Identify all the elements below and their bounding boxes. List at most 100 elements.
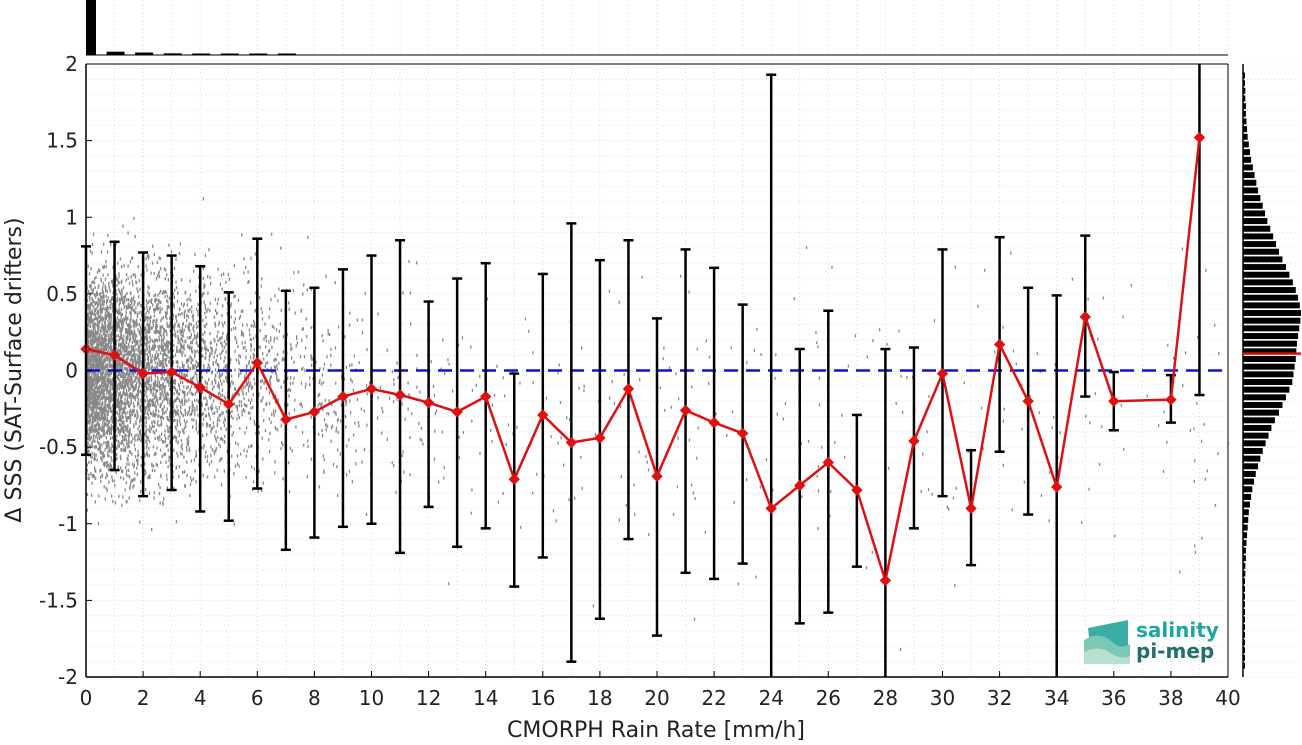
scatter-point bbox=[105, 326, 107, 330]
scatter-point bbox=[89, 307, 91, 311]
scatter-point bbox=[123, 345, 125, 349]
scatter-point bbox=[201, 401, 203, 405]
scatter-point bbox=[104, 421, 106, 426]
scatter-point bbox=[119, 418, 121, 422]
scatter-point bbox=[360, 407, 363, 411]
scatter-point bbox=[117, 261, 119, 265]
scatter-point bbox=[101, 474, 104, 478]
scatter-point bbox=[186, 303, 189, 307]
scatter-point bbox=[124, 488, 126, 492]
scatter-point bbox=[169, 397, 171, 401]
scatter-point bbox=[110, 280, 113, 284]
scatter-point bbox=[218, 364, 220, 368]
scatter-point bbox=[88, 272, 91, 276]
scatter-point bbox=[97, 323, 99, 327]
scatter-point bbox=[277, 379, 279, 383]
scatter-point bbox=[123, 319, 125, 323]
scatter-point bbox=[131, 300, 133, 304]
scatter-point bbox=[106, 377, 108, 381]
scatter-point bbox=[196, 389, 199, 393]
scatter-point bbox=[335, 429, 337, 433]
scatter-point bbox=[165, 290, 167, 295]
scatter-point bbox=[133, 443, 136, 447]
scatter-point bbox=[148, 367, 151, 371]
scatter-point bbox=[133, 379, 135, 384]
scatter-point bbox=[187, 412, 189, 416]
scatter-point bbox=[93, 312, 96, 316]
scatter-point bbox=[102, 295, 104, 299]
scatter-point bbox=[189, 329, 191, 333]
scatter-point bbox=[146, 337, 148, 341]
scatter-point bbox=[93, 409, 95, 413]
scatter-point bbox=[434, 429, 436, 433]
scatter-point bbox=[135, 334, 138, 338]
scatter-point bbox=[130, 400, 133, 405]
scatter-point bbox=[91, 358, 93, 362]
scatter-point bbox=[187, 364, 189, 368]
scatter-point bbox=[134, 370, 137, 375]
scatter-point bbox=[90, 354, 93, 359]
scatter-point bbox=[184, 309, 186, 313]
scatter-point bbox=[91, 311, 93, 315]
scatter-point bbox=[185, 386, 188, 390]
scatter-point bbox=[102, 363, 105, 367]
scatter-point bbox=[134, 455, 137, 459]
scatter-point bbox=[120, 314, 122, 319]
scatter-point bbox=[196, 405, 198, 409]
scatter-point bbox=[117, 465, 120, 469]
scatter-point bbox=[246, 382, 249, 386]
scatter-point bbox=[144, 341, 146, 346]
scatter-point bbox=[125, 392, 127, 396]
scatter-point bbox=[107, 450, 109, 454]
scatter-point bbox=[206, 432, 208, 437]
scatter-point bbox=[240, 371, 242, 375]
scatter-point bbox=[132, 297, 134, 301]
scatter-point bbox=[201, 346, 203, 350]
scatter-point bbox=[95, 295, 97, 299]
scatter-point bbox=[183, 426, 185, 430]
scatter-point bbox=[168, 381, 170, 385]
scatter-point bbox=[126, 426, 129, 431]
scatter-point bbox=[234, 349, 236, 353]
scatter-point bbox=[197, 431, 199, 435]
scatter-point bbox=[138, 376, 140, 381]
scatter-point bbox=[181, 326, 184, 330]
scatter-point bbox=[99, 300, 102, 304]
scatter-point bbox=[220, 373, 222, 378]
scatter-point bbox=[98, 327, 100, 331]
scatter-point bbox=[230, 358, 232, 362]
scatter-point bbox=[155, 366, 157, 370]
scatter-point bbox=[210, 460, 213, 464]
scatter-point bbox=[161, 325, 163, 329]
scatter-point bbox=[97, 375, 99, 379]
scatter-point bbox=[90, 382, 92, 386]
scatter-point bbox=[119, 405, 121, 409]
scatter-point bbox=[125, 273, 128, 277]
scatter-point bbox=[226, 376, 228, 380]
scatter-point bbox=[165, 444, 167, 448]
scatter-point bbox=[149, 315, 152, 319]
scatter-point bbox=[123, 366, 126, 371]
scatter-point bbox=[177, 334, 179, 338]
scatter-point bbox=[110, 301, 112, 306]
scatter-point bbox=[92, 366, 95, 371]
scatter-point bbox=[106, 416, 109, 420]
scatter-point bbox=[137, 344, 139, 348]
scatter-point bbox=[115, 339, 117, 343]
scatter-point bbox=[273, 359, 275, 363]
scatter-point bbox=[122, 369, 124, 374]
scatter-point bbox=[132, 437, 134, 441]
scatter-point bbox=[87, 398, 89, 402]
scatter-point bbox=[116, 276, 118, 281]
scatter-point bbox=[105, 299, 108, 303]
scatter-point bbox=[127, 231, 129, 235]
scatter-point bbox=[130, 316, 132, 321]
scatter-point bbox=[138, 353, 141, 357]
scatter-point bbox=[120, 386, 123, 390]
scatter-point bbox=[131, 462, 134, 466]
scatter-point bbox=[110, 430, 113, 434]
scatter-point bbox=[128, 427, 131, 431]
scatter-point bbox=[223, 379, 225, 383]
scatter-point bbox=[117, 360, 119, 364]
scatter-point bbox=[330, 439, 332, 443]
